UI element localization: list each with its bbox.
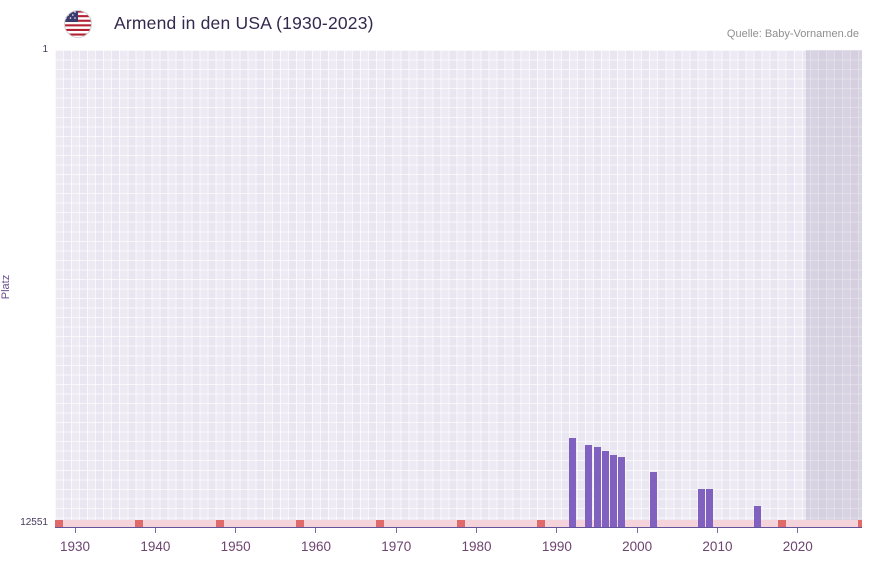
rank-bar[interactable]: [754, 506, 762, 527]
x-axis-tick: [235, 528, 237, 533]
x-axis-tick: [395, 528, 397, 533]
rank-bar[interactable]: [569, 437, 577, 527]
rank-bar[interactable]: [617, 456, 625, 527]
unranked-year-marker: [376, 520, 385, 527]
x-axis-tick-label: 1980: [461, 539, 492, 554]
x-axis-tick-label: 1960: [300, 539, 331, 554]
x-axis-tick: [74, 528, 76, 533]
y-axis-bottom-tick-label: 12551: [20, 517, 48, 528]
rank-bar[interactable]: [609, 454, 617, 527]
us-flag-icon: [63, 9, 93, 39]
x-axis-tick-label: 1990: [541, 539, 572, 554]
x-axis-tick-label: 1970: [381, 539, 412, 554]
source-note: Quelle: Baby-Vornamen.de: [726, 28, 859, 40]
rank-bar[interactable]: [593, 447, 601, 527]
unranked-year-marker: [295, 520, 304, 527]
x-axis-tick: [797, 528, 799, 533]
x-axis-tick-label: 2010: [702, 539, 733, 554]
plot-area: [55, 50, 862, 528]
x-axis-tick-label: 2000: [622, 539, 653, 554]
unranked-year-marker: [215, 520, 224, 527]
unranked-year-marker: [777, 520, 786, 527]
x-axis-tick-label: 1930: [60, 539, 91, 554]
x-axis-tick: [716, 528, 718, 533]
x-axis-tick-label: 1940: [140, 539, 171, 554]
page-title: Armend in den USA (1930-2023): [114, 13, 374, 33]
x-axis-tick-label: 1950: [220, 539, 251, 554]
unranked-year-marker: [456, 520, 465, 527]
rank-bar[interactable]: [697, 488, 705, 527]
y-axis-label: Platz: [0, 274, 12, 300]
rank-bar[interactable]: [601, 450, 609, 527]
x-axis-tick: [315, 528, 317, 533]
x-axis-tick: [556, 528, 558, 533]
rank-bar[interactable]: [705, 488, 713, 527]
rank-bar[interactable]: [649, 471, 657, 527]
shaded-future-region: [805, 50, 862, 527]
rank-bar[interactable]: [585, 445, 593, 527]
x-axis-tick: [476, 528, 478, 533]
unranked-year-marker: [55, 520, 63, 527]
x-axis-tick: [154, 528, 156, 533]
y-axis-top-tick-label: 1: [42, 44, 48, 55]
x-axis-tick: [636, 528, 638, 533]
unranked-year-marker: [135, 520, 144, 527]
x-axis-tick-label: 2020: [782, 539, 813, 554]
unranked-year-marker: [536, 520, 545, 527]
unranked-year-marker: [858, 520, 862, 527]
